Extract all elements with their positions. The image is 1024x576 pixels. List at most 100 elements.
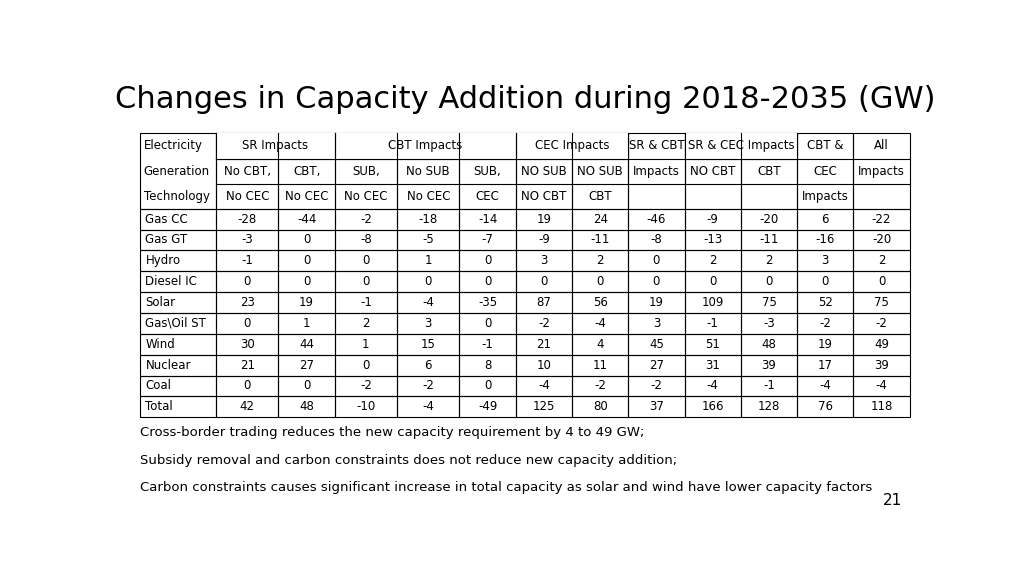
Text: -9: -9 bbox=[538, 233, 550, 247]
Bar bbox=[335, 229, 397, 251]
Bar bbox=[516, 251, 572, 271]
Bar bbox=[685, 313, 740, 334]
Text: SR & CEC Impacts: SR & CEC Impacts bbox=[687, 139, 795, 153]
Text: 0: 0 bbox=[596, 275, 604, 288]
Text: 21: 21 bbox=[240, 359, 255, 372]
Bar bbox=[335, 355, 397, 376]
Text: 0: 0 bbox=[652, 275, 660, 288]
Text: -10: -10 bbox=[356, 400, 376, 414]
Text: Electricity: Electricity bbox=[143, 139, 203, 153]
Text: -9: -9 bbox=[707, 213, 719, 226]
Text: 109: 109 bbox=[701, 296, 724, 309]
Bar bbox=[685, 292, 740, 313]
Bar bbox=[216, 251, 279, 271]
Bar bbox=[853, 313, 909, 334]
Text: No CEC: No CEC bbox=[344, 190, 388, 203]
Text: Coal: Coal bbox=[145, 380, 171, 392]
Text: 87: 87 bbox=[537, 296, 551, 309]
Text: 48: 48 bbox=[762, 338, 776, 351]
Text: Hydro: Hydro bbox=[145, 255, 180, 267]
Text: Nuclear: Nuclear bbox=[145, 359, 190, 372]
Text: -16: -16 bbox=[815, 233, 835, 247]
Bar bbox=[853, 271, 909, 292]
Text: 0: 0 bbox=[362, 275, 370, 288]
Bar bbox=[216, 292, 279, 313]
Text: CEC: CEC bbox=[475, 190, 500, 203]
Text: 0: 0 bbox=[303, 275, 310, 288]
Text: -11: -11 bbox=[591, 233, 610, 247]
Bar bbox=[853, 209, 909, 229]
Text: 44: 44 bbox=[299, 338, 314, 351]
Bar bbox=[335, 396, 397, 417]
Text: 2: 2 bbox=[878, 255, 886, 267]
Text: No CBT,: No CBT, bbox=[224, 165, 270, 177]
Text: 1: 1 bbox=[425, 255, 432, 267]
Bar bbox=[629, 355, 685, 376]
Text: 51: 51 bbox=[706, 338, 720, 351]
Bar bbox=[335, 271, 397, 292]
Text: Technology: Technology bbox=[143, 190, 210, 203]
Text: Impacts: Impacts bbox=[802, 190, 849, 203]
Text: 49: 49 bbox=[874, 338, 889, 351]
Bar bbox=[516, 396, 572, 417]
Bar bbox=[797, 271, 853, 292]
Bar bbox=[740, 376, 797, 396]
Bar bbox=[853, 376, 909, 396]
Bar bbox=[140, 292, 216, 313]
Bar bbox=[685, 376, 740, 396]
Bar bbox=[216, 355, 279, 376]
Bar bbox=[572, 271, 629, 292]
Bar bbox=[516, 134, 629, 158]
Text: -4: -4 bbox=[422, 296, 434, 309]
Text: Changes in Capacity Addition during 2018-2035 (GW): Changes in Capacity Addition during 2018… bbox=[115, 85, 935, 113]
Bar bbox=[516, 271, 572, 292]
Text: -2: -2 bbox=[360, 380, 372, 392]
Text: SR & CBT: SR & CBT bbox=[629, 139, 684, 153]
Bar bbox=[397, 271, 460, 292]
Bar bbox=[397, 209, 460, 229]
Text: -4: -4 bbox=[422, 400, 434, 414]
Text: -35: -35 bbox=[478, 296, 497, 309]
Bar bbox=[516, 229, 572, 251]
Bar bbox=[853, 355, 909, 376]
Bar bbox=[397, 292, 460, 313]
Text: 19: 19 bbox=[818, 338, 833, 351]
Bar bbox=[797, 134, 853, 209]
Text: CBT: CBT bbox=[757, 165, 780, 177]
Bar bbox=[572, 355, 629, 376]
Bar bbox=[740, 396, 797, 417]
Text: -8: -8 bbox=[650, 233, 663, 247]
Text: 0: 0 bbox=[821, 275, 829, 288]
Bar bbox=[216, 229, 279, 251]
Text: 21: 21 bbox=[537, 338, 551, 351]
Text: 27: 27 bbox=[299, 359, 314, 372]
Text: NO SUB: NO SUB bbox=[578, 165, 623, 177]
Text: -4: -4 bbox=[819, 380, 831, 392]
Text: Carbon constraints causes significant increase in total capacity as solar and wi: Carbon constraints causes significant in… bbox=[140, 481, 872, 494]
Bar bbox=[140, 229, 216, 251]
Bar bbox=[335, 134, 516, 158]
Text: -2: -2 bbox=[594, 380, 606, 392]
Bar bbox=[335, 251, 397, 271]
Bar bbox=[460, 313, 516, 334]
Bar bbox=[216, 313, 279, 334]
Text: 0: 0 bbox=[652, 255, 660, 267]
Text: 48: 48 bbox=[299, 400, 314, 414]
Text: NO CBT: NO CBT bbox=[521, 190, 566, 203]
Bar bbox=[629, 292, 685, 313]
Bar bbox=[740, 209, 797, 229]
Text: Total: Total bbox=[145, 400, 173, 414]
Bar bbox=[335, 313, 397, 334]
Text: -5: -5 bbox=[422, 233, 434, 247]
Text: 24: 24 bbox=[593, 213, 607, 226]
Bar bbox=[279, 251, 335, 271]
Text: 17: 17 bbox=[818, 359, 833, 372]
Text: 30: 30 bbox=[240, 338, 255, 351]
Bar bbox=[279, 292, 335, 313]
Bar bbox=[397, 251, 460, 271]
Text: 0: 0 bbox=[878, 275, 885, 288]
Bar bbox=[797, 292, 853, 313]
Text: 10: 10 bbox=[537, 359, 551, 372]
Text: -2: -2 bbox=[819, 317, 831, 330]
Bar bbox=[797, 334, 853, 355]
